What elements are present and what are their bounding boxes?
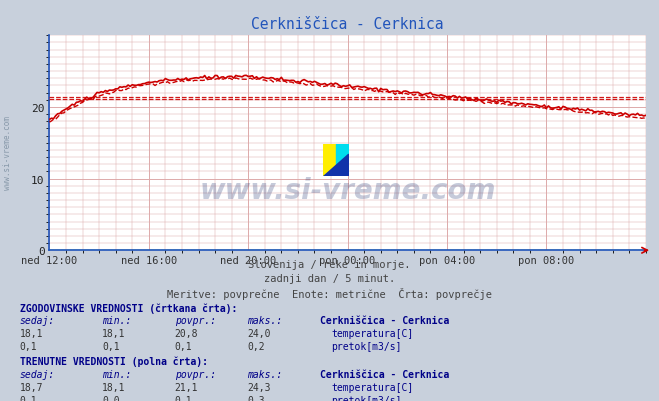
Text: Cerkniščica - Cerknica: Cerkniščica - Cerknica [320, 316, 449, 326]
Text: 18,1: 18,1 [102, 328, 126, 338]
Text: Meritve: povprečne  Enote: metrične  Črta: povprečje: Meritve: povprečne Enote: metrične Črta:… [167, 287, 492, 299]
Text: 0,3: 0,3 [247, 395, 265, 401]
Text: 18,7: 18,7 [20, 382, 43, 392]
Text: 0,1: 0,1 [175, 341, 192, 351]
Bar [323, 144, 336, 176]
Text: TRENUTNE VREDNOSTI (polna črta):: TRENUTNE VREDNOSTI (polna črta): [20, 356, 208, 367]
Text: pretok[m3/s]: pretok[m3/s] [331, 341, 402, 351]
Text: min.:: min.: [102, 369, 132, 379]
Text: Slovenija / reke in morje.: Slovenija / reke in morje. [248, 260, 411, 270]
Bar [336, 144, 349, 176]
Text: 18,1: 18,1 [20, 328, 43, 338]
Text: 24,3: 24,3 [247, 382, 271, 392]
Text: www.si-vreme.com: www.si-vreme.com [3, 115, 13, 189]
Polygon shape [323, 154, 349, 176]
Text: sedaj:: sedaj: [20, 316, 55, 326]
Text: sedaj:: sedaj: [20, 369, 55, 379]
Text: maks.:: maks.: [247, 369, 282, 379]
Text: povpr.:: povpr.: [175, 316, 215, 326]
Text: ZGODOVINSKE VREDNOSTI (črtkana črta):: ZGODOVINSKE VREDNOSTI (črtkana črta): [20, 303, 237, 313]
Text: 0,1: 0,1 [20, 395, 38, 401]
Text: 0,1: 0,1 [20, 341, 38, 351]
Text: temperatura[C]: temperatura[C] [331, 328, 414, 338]
Text: 20,8: 20,8 [175, 328, 198, 338]
Text: 18,1: 18,1 [102, 382, 126, 392]
Polygon shape [336, 144, 349, 154]
Text: maks.:: maks.: [247, 316, 282, 326]
Text: temperatura[C]: temperatura[C] [331, 382, 414, 392]
Text: zadnji dan / 5 minut.: zadnji dan / 5 minut. [264, 273, 395, 284]
Text: 0,0: 0,0 [102, 395, 120, 401]
Text: www.si-vreme.com: www.si-vreme.com [200, 176, 496, 205]
Text: Cerkniščica - Cerknica: Cerkniščica - Cerknica [320, 369, 449, 379]
Text: 0,1: 0,1 [175, 395, 192, 401]
Text: 24,0: 24,0 [247, 328, 271, 338]
Text: pretok[m3/s]: pretok[m3/s] [331, 395, 402, 401]
Text: povpr.:: povpr.: [175, 369, 215, 379]
Text: 0,1: 0,1 [102, 341, 120, 351]
Text: 21,1: 21,1 [175, 382, 198, 392]
Text: 0,2: 0,2 [247, 341, 265, 351]
Title: Cerkniščica - Cerknica: Cerkniščica - Cerknica [251, 17, 444, 32]
Text: min.:: min.: [102, 316, 132, 326]
